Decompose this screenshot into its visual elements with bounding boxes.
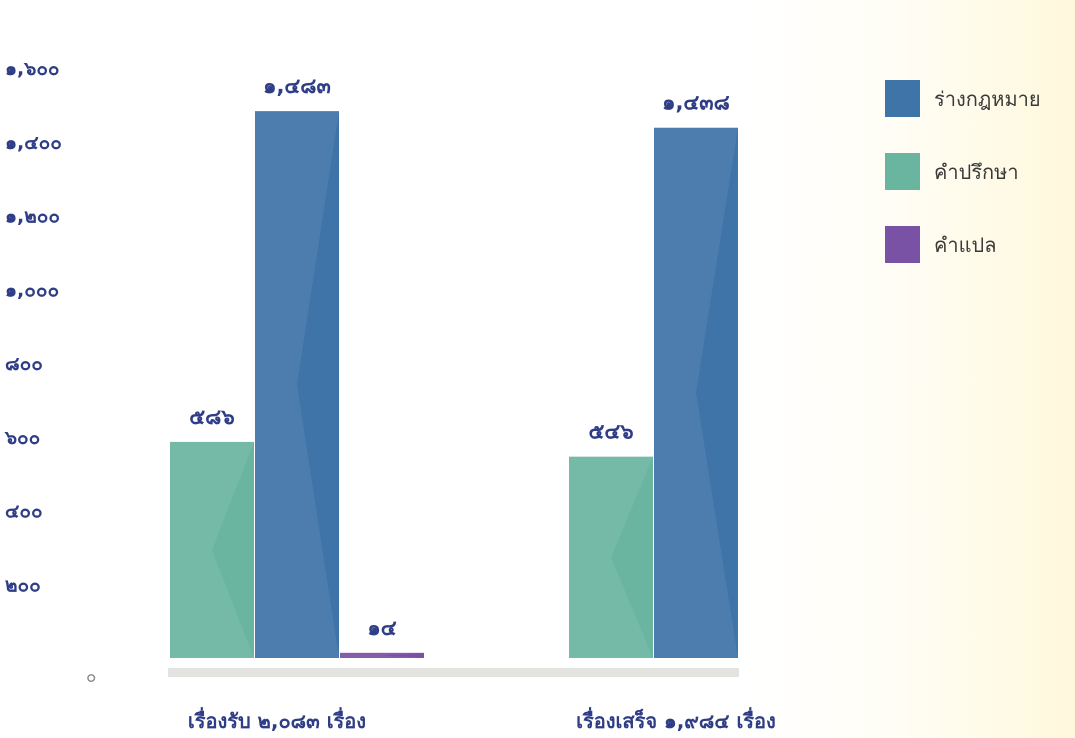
y-tick-label: ๒๐๐ — [5, 574, 41, 596]
bar — [255, 111, 339, 659]
bar — [569, 456, 653, 658]
bar-shade — [170, 441, 254, 658]
x-category-label: เรื่องรับ ๒,๐๘๓ เรื่อง — [188, 706, 366, 733]
x-category-label: เรื่องเสร็จ ๑,๙๘๔ เรื่อง — [576, 706, 776, 733]
bar-value-label: ๕๔๖ — [588, 420, 633, 444]
legend-item: ร่างกฎหมาย — [885, 80, 1041, 117]
bar-shade — [340, 652, 424, 658]
bar — [170, 441, 254, 658]
bar — [340, 652, 424, 658]
baseline — [168, 668, 739, 677]
y-tick-label: ๑,๔๐๐ — [5, 132, 62, 154]
y-tick-label: ๑,๐๐๐ — [5, 279, 59, 301]
y-tick-label: ๖๐๐ — [4, 427, 40, 449]
bar-shade — [654, 127, 738, 659]
bar — [654, 127, 738, 659]
legend-label: คำปรึกษา — [934, 159, 1019, 184]
legend-item: คำปรึกษา — [885, 153, 1041, 190]
y-tick-label: ๐ — [86, 667, 96, 687]
y-tick-label: ๑,๒๐๐ — [5, 206, 60, 228]
legend-swatch — [885, 153, 920, 190]
bar-value-label: ๑๔ — [367, 616, 396, 640]
x-axis: เรื่องรับ ๒,๐๘๓ เรื่อง เรื่องเสร็จ ๑,๙๘๔ … — [188, 706, 776, 733]
y-tick-label: ๘๐๐ — [5, 353, 43, 375]
legend-swatch — [885, 226, 920, 263]
bar-value-label: ๑,๔๓๘ — [662, 91, 730, 115]
bar-shade — [255, 111, 339, 659]
y-axis: ๐ ๒๐๐ ๔๐๐ ๖๐๐ ๘๐๐ ๑,๐๐๐ ๑,๒๐๐ ๑,๔๐๐ ๑,๖๐๐ — [4, 58, 96, 687]
legend-label: คำแปล — [934, 232, 997, 257]
legend: ร่างกฎหมายคำปรึกษาคำแปล — [885, 80, 1041, 299]
legend-item: คำแปล — [885, 226, 1041, 263]
bar-value-label: ๑,๔๘๓ — [263, 74, 331, 98]
bar-value-label: ๕๘๖ — [189, 405, 234, 429]
legend-swatch — [885, 80, 920, 117]
y-tick-label: ๔๐๐ — [5, 501, 43, 523]
y-tick-label: ๑,๖๐๐ — [5, 58, 60, 80]
bar-shade — [569, 456, 653, 658]
legend-label: ร่างกฎหมาย — [934, 86, 1041, 111]
